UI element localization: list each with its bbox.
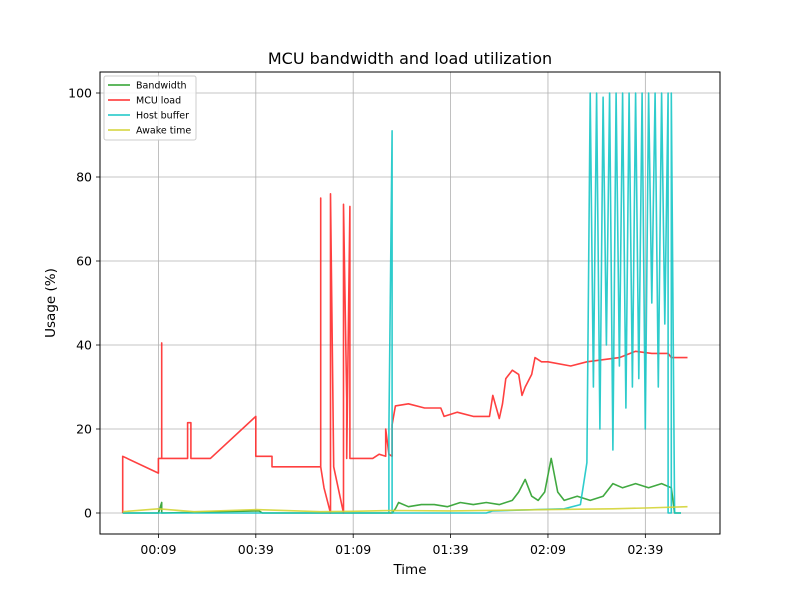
legend-label-mcu-load: MCU load — [136, 96, 181, 107]
x-tick-label: 00:39 — [238, 542, 274, 557]
plot-frame — [99, 71, 721, 535]
legend-label-bandwidth: Bandwidth — [136, 81, 187, 92]
y-tick-label: 100 — [68, 86, 92, 101]
legend-box — [103, 75, 197, 141]
legend: Bandwidth MCU load Host buffer Awake tim… — [103, 75, 197, 141]
legend-label-awake-time: Awake time — [136, 126, 191, 137]
y-tick-label: 0 — [84, 506, 92, 521]
y-tick-label: 80 — [76, 170, 92, 185]
x-tick-label: 00:09 — [140, 542, 176, 557]
x-tick-label: 01:09 — [335, 542, 371, 557]
y-axis-label: Usage (%) — [43, 268, 59, 338]
chart-title: MCU bandwidth and load utilization — [268, 49, 552, 68]
y-tick-label: 40 — [76, 338, 92, 353]
x-tick-label: 01:39 — [433, 542, 469, 557]
series-line-mcu-load — [121, 193, 688, 514]
ticks: 00:09 00:39 01:09 01:39 02:09 02:39 0 20 40 60 80 1… — [68, 86, 663, 558]
x-tick-label: 02:39 — [627, 542, 663, 557]
series-line-host-buffer — [122, 92, 681, 514]
series-line-bandwidth — [122, 457, 681, 514]
x-tick-label: 02:09 — [530, 542, 566, 557]
x-axis-label: Time — [392, 562, 426, 578]
y-tick-label: 20 — [76, 422, 92, 437]
y-tick-label: 60 — [76, 254, 92, 269]
series-lines — [121, 92, 688, 514]
series-line-awake-time — [122, 505, 688, 513]
legend-label-host-buffer: Host buffer — [136, 111, 189, 122]
